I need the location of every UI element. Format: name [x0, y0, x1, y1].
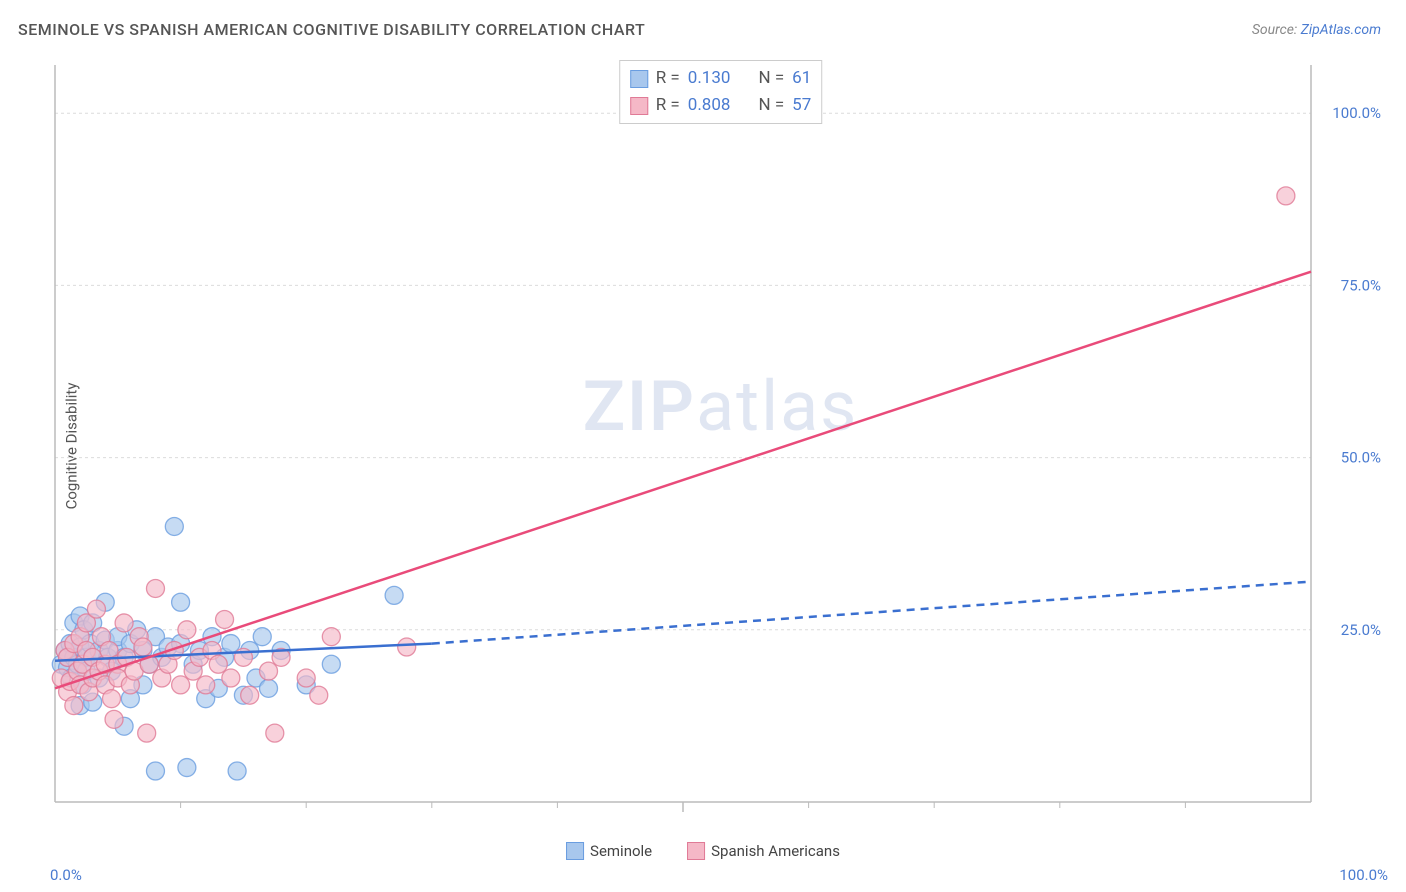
stats-legend-box: R = 0.130 N = 61 R = 0.808 N = 57	[619, 60, 823, 124]
plot-area: ZIPatlas 25.0%50.0%75.0%100.0% R = 0.130…	[50, 60, 1391, 832]
r-label: R =	[656, 65, 680, 92]
scatter-plot-svg: 25.0% 50.0% 75.0% 100.0%	[50, 60, 1391, 832]
swatch-icon	[566, 842, 584, 860]
source-prefix: Source:	[1252, 22, 1301, 38]
legend-item: Spanish Americans	[687, 842, 840, 860]
r-label: R =	[656, 92, 680, 119]
chart-container: SEMINOLE VS SPANISH AMERICAN COGNITIVE D…	[0, 0, 1406, 892]
x-axis-max-label: 100.0%	[1339, 866, 1388, 884]
stats-row: R = 0.808 N = 57	[630, 92, 812, 119]
svg-text:25.0%: 25.0%	[1341, 621, 1381, 639]
swatch-icon	[630, 70, 648, 88]
chart-title: SEMINOLE VS SPANISH AMERICAN COGNITIVE D…	[18, 20, 645, 39]
n-label: N =	[758, 92, 784, 119]
source-link[interactable]: ZipAtlas.com	[1301, 22, 1381, 38]
bottom-legend: Seminole Spanish Americans	[566, 842, 840, 860]
legend-item: Seminole	[566, 842, 652, 860]
legend-label: Spanish Americans	[711, 842, 840, 860]
svg-text:50.0%: 50.0%	[1341, 449, 1381, 467]
swatch-icon	[687, 842, 705, 860]
r-value: 0.130	[688, 65, 731, 92]
n-label: N =	[758, 65, 784, 92]
x-axis-min-label: 0.0%	[50, 866, 82, 884]
svg-text:100.0%: 100.0%	[1332, 104, 1381, 122]
svg-text:75.0%: 75.0%	[1341, 276, 1381, 294]
legend-label: Seminole	[590, 842, 652, 860]
n-value: 57	[792, 92, 811, 119]
source-attribution: Source: ZipAtlas.com	[1252, 22, 1381, 38]
swatch-icon	[630, 97, 648, 115]
stats-row: R = 0.130 N = 61	[630, 65, 812, 92]
r-value: 0.808	[688, 92, 731, 119]
n-value: 61	[792, 65, 811, 92]
